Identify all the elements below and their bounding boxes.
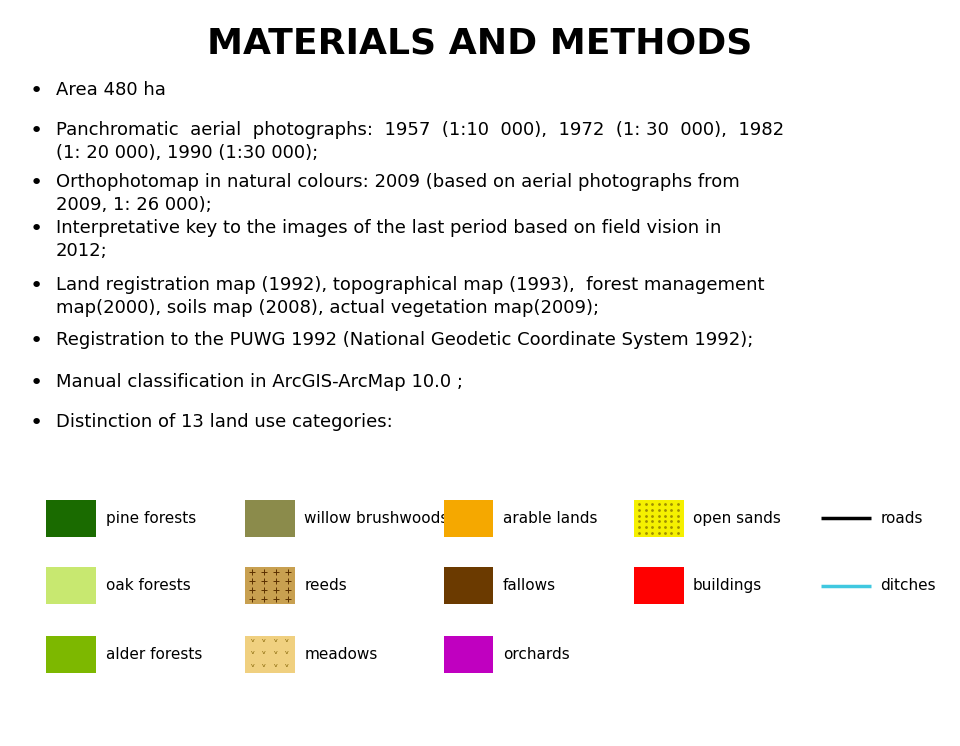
- Bar: [444, 636, 493, 673]
- Text: •: •: [30, 121, 43, 141]
- Text: Manual classification in ArcGIS-ArcMap 10.0 ;: Manual classification in ArcGIS-ArcMap 1…: [56, 373, 463, 391]
- Text: pine forests: pine forests: [106, 511, 196, 526]
- Text: •: •: [30, 331, 43, 351]
- Text: v: v: [285, 638, 289, 642]
- Text: willow brushwoods: willow brushwoods: [304, 511, 448, 526]
- Text: Panchromatic  aerial  photographs:  1957  (1:10  000),  1972  (1: 30  000),  198: Panchromatic aerial photographs: 1957 (1…: [56, 121, 783, 162]
- Text: meadows: meadows: [304, 647, 377, 662]
- Text: oak forests: oak forests: [106, 578, 190, 593]
- Text: Area 480 ha: Area 480 ha: [56, 81, 165, 98]
- Text: ditches: ditches: [880, 578, 936, 593]
- Text: •: •: [30, 173, 43, 193]
- Text: •: •: [30, 276, 43, 296]
- Text: roads: roads: [880, 511, 923, 526]
- Text: MATERIALS AND METHODS: MATERIALS AND METHODS: [207, 26, 753, 60]
- Text: v: v: [262, 663, 266, 668]
- Text: •: •: [30, 219, 43, 239]
- Bar: [46, 567, 96, 604]
- Text: open sands: open sands: [693, 511, 781, 526]
- Bar: [245, 567, 295, 604]
- Text: Distinction of 13 land use categories:: Distinction of 13 land use categories:: [56, 413, 393, 431]
- Bar: [634, 500, 684, 537]
- Text: Interpretative key to the images of the last period based on field vision in
201: Interpretative key to the images of the …: [56, 219, 721, 260]
- Text: •: •: [30, 413, 43, 433]
- Text: reeds: reeds: [304, 578, 348, 593]
- Text: •: •: [30, 81, 43, 101]
- Bar: [245, 500, 295, 537]
- Bar: [444, 500, 493, 537]
- Text: alder forests: alder forests: [106, 647, 202, 662]
- Text: Registration to the PUWG 1992 (National Geodetic Coordinate System 1992);: Registration to the PUWG 1992 (National …: [56, 331, 753, 349]
- Text: arable lands: arable lands: [503, 511, 597, 526]
- Bar: [634, 567, 684, 604]
- Bar: [46, 636, 96, 673]
- Text: v: v: [274, 651, 277, 655]
- Text: fallows: fallows: [503, 578, 556, 593]
- Text: Orthophotomap in natural colours: 2009 (based on aerial photographs from
2009, 1: Orthophotomap in natural colours: 2009 (…: [56, 173, 739, 214]
- Text: orchards: orchards: [503, 647, 570, 662]
- Text: v: v: [251, 651, 254, 655]
- Text: •: •: [30, 373, 43, 393]
- Bar: [46, 500, 96, 537]
- Text: v: v: [285, 663, 289, 668]
- Text: v: v: [262, 638, 266, 642]
- Text: Land registration map (1992), topographical map (1993),  forest management
map(2: Land registration map (1992), topographi…: [56, 276, 764, 317]
- Text: v: v: [274, 663, 277, 668]
- Text: buildings: buildings: [693, 578, 762, 593]
- Text: v: v: [274, 638, 277, 642]
- Text: v: v: [251, 638, 254, 642]
- Bar: [444, 567, 493, 604]
- Text: v: v: [262, 651, 266, 655]
- Bar: [245, 636, 295, 673]
- Text: v: v: [251, 663, 254, 668]
- Text: v: v: [285, 651, 289, 655]
